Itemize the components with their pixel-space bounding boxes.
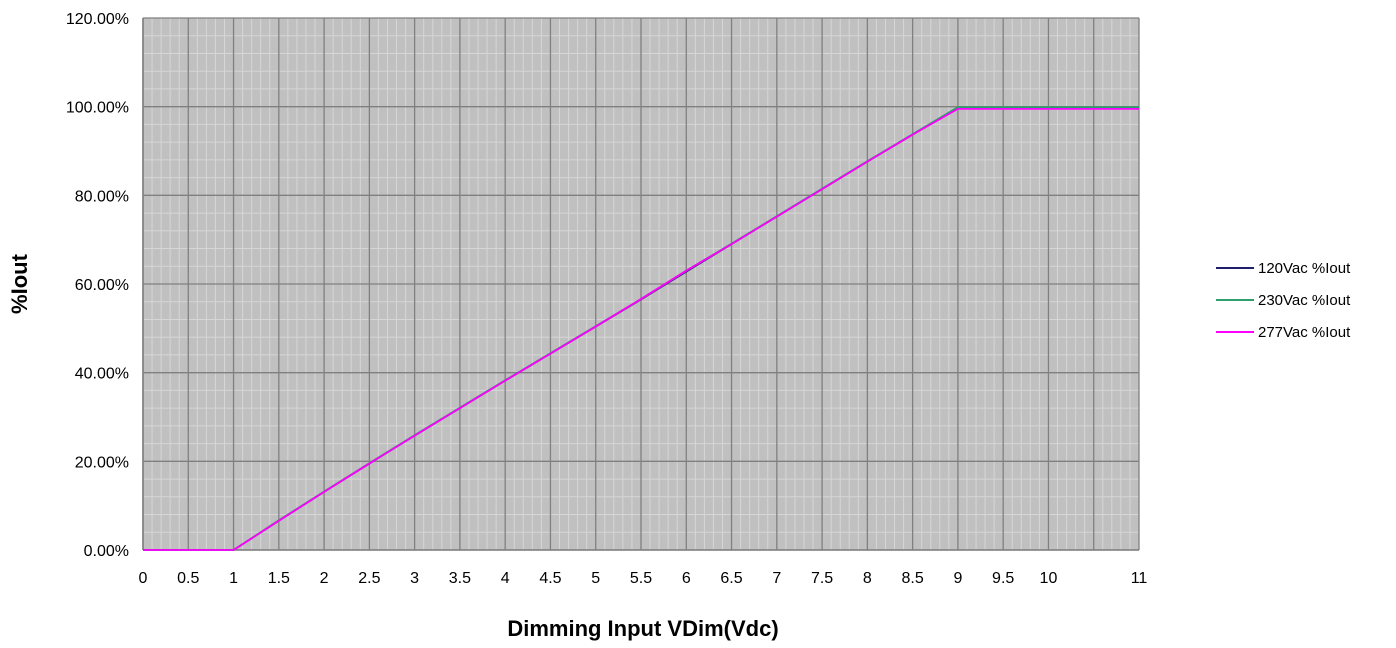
x-tick-label: 9.5 <box>992 570 1014 587</box>
x-tick-label: 1 <box>229 570 238 587</box>
x-tick-label: 2 <box>320 570 329 587</box>
x-tick-label: 5.5 <box>630 570 652 587</box>
x-tick-label: 6 <box>682 570 691 587</box>
legend-label: 277Vac %Iout <box>1258 323 1351 341</box>
x-tick-label: 8 <box>863 570 872 587</box>
x-axis-title: Dimming Input VDim(Vdc) <box>507 616 778 641</box>
legend-label: 120Vac %Iout <box>1258 259 1351 277</box>
legend-item-230vac: 230Vac %Iout <box>1216 284 1350 316</box>
legend-swatch <box>1216 267 1254 269</box>
y-axis-title: %Iout <box>7 253 32 314</box>
x-tick-label: 0.5 <box>177 570 199 587</box>
legend-label: 230Vac %Iout <box>1258 291 1351 309</box>
y-tick-label: 80.00% <box>75 188 129 205</box>
legend-item-277vac: 277Vac %Iout <box>1216 316 1350 348</box>
x-tick-label: 4.5 <box>539 570 561 587</box>
x-tick-label: 3.5 <box>449 570 471 587</box>
y-tick-label: 0.00% <box>84 543 129 560</box>
x-tick-label: 3 <box>410 570 419 587</box>
x-tick-label: 8.5 <box>902 570 924 587</box>
x-tick-label: 9 <box>953 570 962 587</box>
x-tick-label: 10 <box>1040 570 1058 587</box>
series-line-2 <box>143 107 1139 551</box>
x-tick-label: 2.5 <box>358 570 380 587</box>
legend: 120Vac %Iout 230Vac %Iout 277Vac %Iout <box>1216 252 1350 348</box>
legend-swatch <box>1216 331 1254 333</box>
x-tick-label: 0 <box>139 570 148 587</box>
y-tick-label: 100.00% <box>66 100 129 117</box>
legend-swatch <box>1216 299 1254 301</box>
series-layer <box>143 106 1139 551</box>
x-tick-labels: 0 0.5 1 1.5 2 2.5 3 3.5 4 4.5 5 5.5 6 6.5 7 7.5 8 8.5 9 9.5… <box>139 570 1148 587</box>
y-tick-label: 20.00% <box>75 454 129 471</box>
x-tick-label: 7.5 <box>811 570 833 587</box>
x-tick-label: 6.5 <box>720 570 742 587</box>
x-tick-label: 7 <box>772 570 781 587</box>
x-tick-label: 4 <box>501 570 510 587</box>
x-tick-label: 1.5 <box>268 570 290 587</box>
legend-item-120vac: 120Vac %Iout <box>1216 252 1350 284</box>
x-tick-label: 11 <box>1131 570 1148 587</box>
y-tick-labels: 0.00% 20.00% 40.00% 60.00% 80.00% 100.00% 120.… <box>66 11 129 560</box>
x-tick-label: 5 <box>591 570 600 587</box>
y-tick-label: 60.00% <box>75 277 129 294</box>
y-tick-label: 40.00% <box>75 366 129 383</box>
y-tick-label: 120.00% <box>66 11 129 28</box>
major-grid <box>142 17 1140 551</box>
